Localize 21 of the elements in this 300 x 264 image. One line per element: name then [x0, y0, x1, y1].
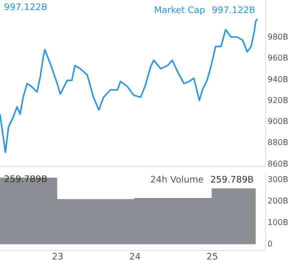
y-tick-label: 920B	[268, 96, 288, 105]
y-tick-label: 880B	[268, 138, 288, 148]
y-tick-label: 980B	[268, 32, 288, 42]
y-tick-label: 200B	[268, 196, 288, 206]
y-tick-label: 900B	[268, 117, 288, 126]
x-tick-label: 23	[52, 252, 64, 262]
x-tick-label: 24	[129, 252, 141, 262]
data-label: 259.789B	[210, 175, 254, 186]
y-tick-label: 300B	[268, 175, 288, 184]
line-series	[0, 18, 258, 154]
annotation: 259.789B	[4, 175, 48, 185]
y-tick-label: 100B	[268, 218, 288, 228]
y-tick-label: 860B	[268, 159, 288, 168]
series-label: 24h Volume	[150, 175, 204, 186]
y-tick-label: 0	[268, 240, 273, 249]
data-label: 997.122B	[212, 6, 256, 16]
text: Market Cap	[154, 6, 206, 16]
x-tick-label: 25	[206, 252, 218, 262]
annotation: 997.122B	[4, 3, 48, 13]
y-tick-label: 940B	[268, 74, 288, 84]
y-tick-label: 960B	[268, 54, 288, 63]
